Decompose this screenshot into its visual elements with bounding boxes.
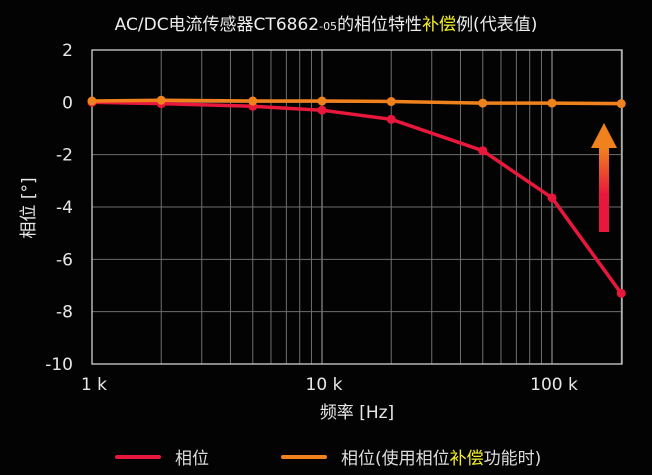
svg-text:相位 [°]: 相位 [°] bbox=[19, 177, 39, 238]
svg-text:-4: -4 bbox=[56, 198, 73, 218]
svg-text:-10: -10 bbox=[45, 355, 73, 375]
svg-text:2: 2 bbox=[62, 41, 73, 61]
svg-text:10 k: 10 k bbox=[306, 375, 343, 395]
svg-text:-2: -2 bbox=[56, 146, 73, 166]
svg-text:100 k: 100 k bbox=[530, 375, 578, 395]
compensation-arrow-icon bbox=[591, 123, 617, 232]
svg-text:-8: -8 bbox=[56, 303, 73, 323]
legend-label-pre: 相位(使用相位 bbox=[341, 449, 450, 469]
legend-label: 相位 bbox=[175, 449, 209, 469]
svg-text:1 k: 1 k bbox=[81, 375, 107, 395]
legend-item-phase-compensated: 相位(使用相位 补偿 功能时) bbox=[281, 444, 541, 469]
title-middle: 的相位特性 bbox=[337, 15, 423, 35]
legend-label-post: 功能时) bbox=[483, 449, 542, 469]
title-highlight: 补偿 bbox=[422, 15, 457, 35]
title-prefix: AC/DC电流传感器CT6862 bbox=[114, 15, 320, 35]
chart-title: AC/DC电流传感器CT6862-05的相位特性补偿例(代表值) bbox=[0, 10, 652, 35]
series-lines bbox=[87, 95, 626, 298]
legend-item-phase: 相位 bbox=[115, 444, 209, 469]
legend-label-highlight: 补偿 bbox=[449, 449, 484, 469]
svg-text:0: 0 bbox=[62, 93, 73, 113]
legend-swatch-orange bbox=[281, 454, 327, 459]
title-end: 例(代表值) bbox=[456, 15, 538, 35]
legend-swatch-red bbox=[115, 454, 161, 459]
title-model-suffix: -05 bbox=[319, 20, 338, 33]
svg-text:频率 [Hz]: 频率 [Hz] bbox=[320, 403, 394, 423]
axes: 2 0 -2 -4 -6 -8 -10 1 k 10 k 100 k 频率 [Hz] 相位 [°] bbox=[19, 41, 623, 423]
svg-text:-6: -6 bbox=[56, 250, 73, 270]
grid bbox=[92, 50, 622, 364]
